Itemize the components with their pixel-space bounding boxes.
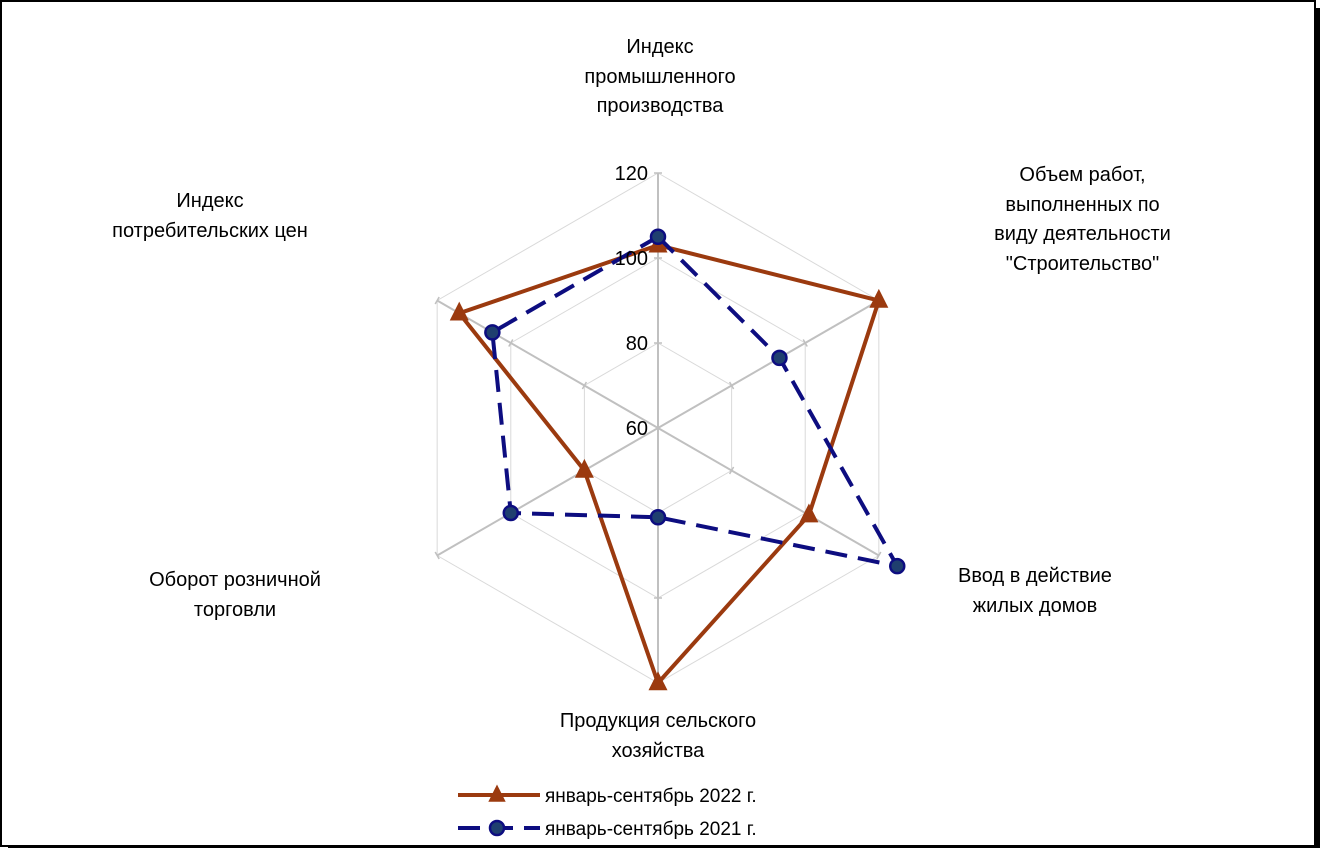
data-point-triangle [574,458,594,478]
legend-label: январь-сентябрь 2022 г. [545,786,757,807]
axis-spoke [657,427,880,557]
category-label: Продукция сельского хозяйства [559,710,757,762]
legend: январь-сентябрь 2022 г. январь-сентябрь 2… [458,784,757,840]
tick-label: 80 [626,333,648,355]
category-label: Оборот розничной торговли [149,569,321,621]
data-point-circle [771,349,788,367]
data-point-circle [502,504,520,522]
axis-spoke [436,427,659,557]
tick-label: 120 [615,163,648,185]
data-point-triangle [648,671,668,691]
axis-spoke [657,299,880,429]
data-point-triangle [799,503,819,523]
tick-layer: 60 80 100 120 [615,163,648,440]
axis-spoke [436,299,659,429]
axis-tick-mark [434,296,440,305]
tick-label: 100 [615,248,648,270]
legend-label: январь-сентябрь 2021 г. [545,819,757,840]
axis-tick-mark [581,381,588,390]
legend-marker-circle [488,819,506,837]
axis-tick-mark [508,339,514,347]
data-point-circle [649,228,667,245]
legend-marker-triangle [488,784,506,802]
tick-label: 60 [626,418,648,440]
data-point-triangle [869,288,889,308]
data-point-triangle [449,301,469,321]
axis-tick-mark [434,551,440,560]
axis-tick-mark [728,381,735,390]
category-label: Ввод в действие жилых домов [958,565,1112,617]
axis-tick-mark [728,466,735,475]
series-layer [449,228,906,691]
category-label: Индекс промышленного производства [584,36,736,117]
category-label: Объем работ, выполненных по виду деятель… [994,164,1171,275]
axis-tick-mark [876,551,882,560]
data-point-circle [649,509,667,526]
category-label: Индекс потребительских цен [112,190,308,242]
data-point-circle [484,324,501,341]
data-point-circle [888,557,906,575]
axis-tick-mark [802,339,808,347]
